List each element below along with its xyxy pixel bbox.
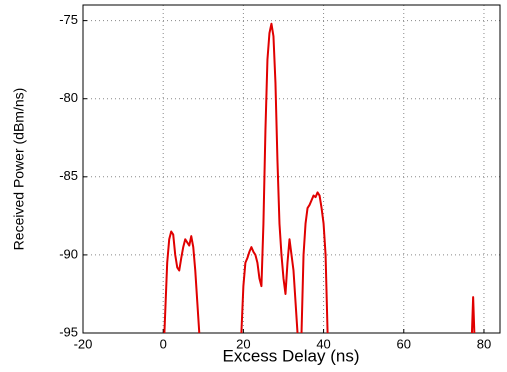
x-tick-label: 60 xyxy=(397,336,411,351)
x-tick-label: 20 xyxy=(236,336,250,351)
y-tick-label: -90 xyxy=(59,246,78,261)
x-axis-label: Excess Delay (ns) xyxy=(223,346,360,365)
x-tick-label: 0 xyxy=(160,336,167,351)
x-tick-label: 40 xyxy=(316,336,330,351)
x-tick-label: -20 xyxy=(74,336,93,351)
y-tick-label: -95 xyxy=(59,324,78,339)
y-axis-label: Received Power (dBm/ns) xyxy=(11,88,27,251)
y-tick-label: -80 xyxy=(59,90,78,105)
y-tick-label: -75 xyxy=(59,12,78,27)
data-line xyxy=(163,22,476,334)
plot-frame xyxy=(82,4,501,334)
y-tick-label: -85 xyxy=(59,168,78,183)
x-tick-label: 80 xyxy=(477,336,491,351)
